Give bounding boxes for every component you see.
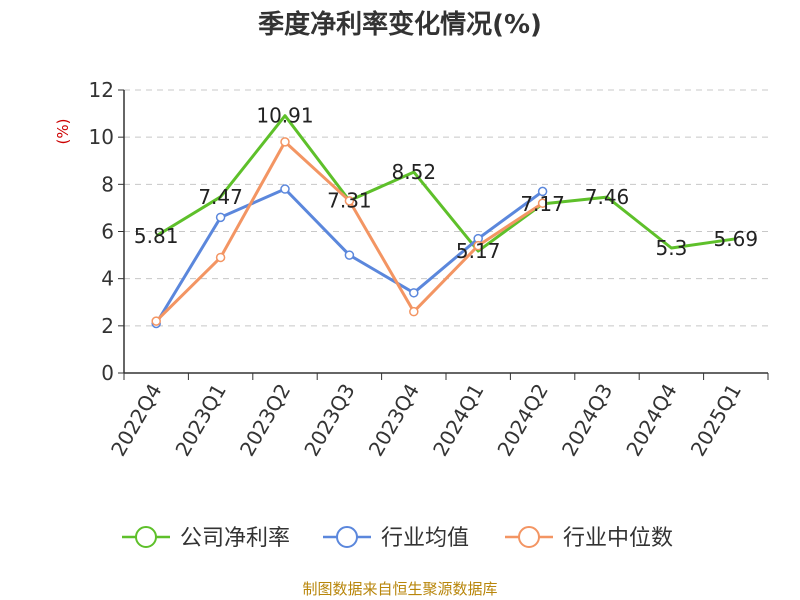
data-label: 5.3 <box>655 236 687 260</box>
data-point-2 <box>537 198 548 208</box>
legend-marker-2 <box>518 526 540 548</box>
data-point-1 <box>280 184 290 194</box>
data-point-2 <box>344 196 355 206</box>
data-label: 7.17 <box>520 192 565 216</box>
data-point-2 <box>473 240 483 251</box>
data-point-1 <box>215 212 226 223</box>
x-tick-label: 2024Q2 <box>492 380 552 461</box>
data-label: 7.46 <box>585 185 630 209</box>
data-point-2 <box>151 316 161 326</box>
y-tick-label: 8 <box>101 172 114 196</box>
data-label: 5.17 <box>456 239 501 263</box>
legend-label-1: 行业均值 <box>381 526 469 551</box>
y-axis-label: (%) <box>54 119 72 145</box>
y-tick-label: 6 <box>101 220 114 244</box>
data-point-2 <box>280 137 290 147</box>
data-label: 7.31 <box>327 189 372 213</box>
y-tick-label: 10 <box>89 125 114 149</box>
data-point-2 <box>409 306 419 317</box>
source-note: 制图数据来自恒生聚源数据库 <box>302 580 498 598</box>
y-tick-label: 4 <box>101 267 114 291</box>
data-label: 5.69 <box>714 227 759 251</box>
legend-label-2: 行业中位数 <box>563 526 673 551</box>
x-tick-label: 2023Q1 <box>170 380 230 461</box>
legend-label-0: 公司净利率 <box>180 526 290 551</box>
y-tick-label: 12 <box>89 78 114 102</box>
x-tick-label: 2025Q1 <box>686 380 746 461</box>
chart-title: 季度净利率变化情况(%) <box>258 10 542 40</box>
data-label: 5.81 <box>134 224 179 248</box>
data-point-1 <box>409 288 419 298</box>
y-tick-label: 0 <box>101 361 114 385</box>
series-line-0 <box>155 114 737 253</box>
x-tick-label: 2024Q1 <box>428 380 488 461</box>
data-point-1 <box>537 186 548 197</box>
x-tick-label: 2022Q4 <box>106 380 166 461</box>
x-tick-label: 2023Q3 <box>299 380 359 461</box>
legend-marker-1 <box>336 526 358 548</box>
x-tick-label: 2023Q2 <box>235 380 295 461</box>
legend-marker-0 <box>135 526 157 548</box>
x-tick-label: 2023Q4 <box>364 380 424 461</box>
y-tick-label: 2 <box>101 314 114 338</box>
x-tick-label: 2024Q3 <box>557 380 617 461</box>
data-point-1 <box>344 250 355 260</box>
data-label: 7.47 <box>198 185 243 209</box>
data-label: 8.52 <box>392 160 437 184</box>
data-label: 10.91 <box>256 104 313 128</box>
data-point-2 <box>215 252 226 263</box>
x-tick-label: 2024Q4 <box>621 380 681 461</box>
